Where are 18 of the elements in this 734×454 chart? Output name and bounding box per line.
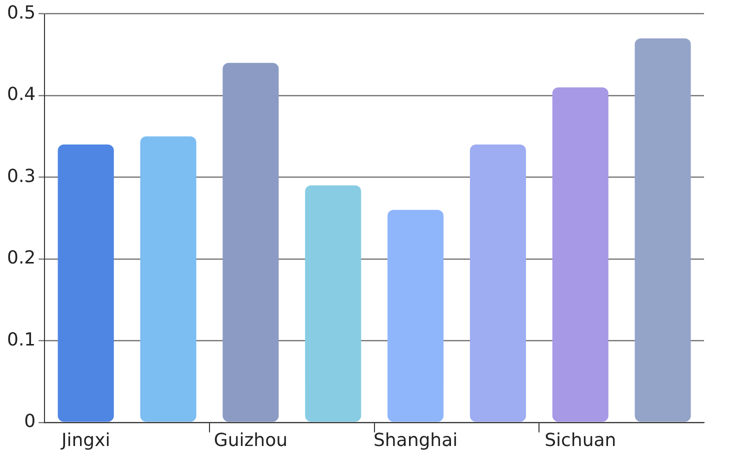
bar	[552, 87, 608, 422]
x-tick-label: Shanghai	[373, 430, 458, 451]
y-tick-label: 0.4	[6, 84, 36, 106]
bar	[305, 185, 362, 422]
bar	[58, 144, 114, 422]
y-tick-label: 0	[24, 411, 36, 432]
bar	[634, 38, 691, 422]
x-tick-label: Sichuan	[544, 430, 616, 451]
x-tick-label: Guizhou	[214, 430, 288, 451]
y-tick-label: 0.5	[6, 2, 36, 24]
y-tick-label: 0.3	[6, 166, 36, 187]
bar	[470, 144, 526, 422]
bar	[388, 210, 444, 422]
bar	[140, 136, 196, 422]
y-tick-label: 0.1	[6, 329, 36, 350]
y-tick-label: 0.2	[6, 248, 36, 269]
bar	[222, 62, 279, 422]
x-tick-label: Jingxi	[60, 430, 110, 451]
